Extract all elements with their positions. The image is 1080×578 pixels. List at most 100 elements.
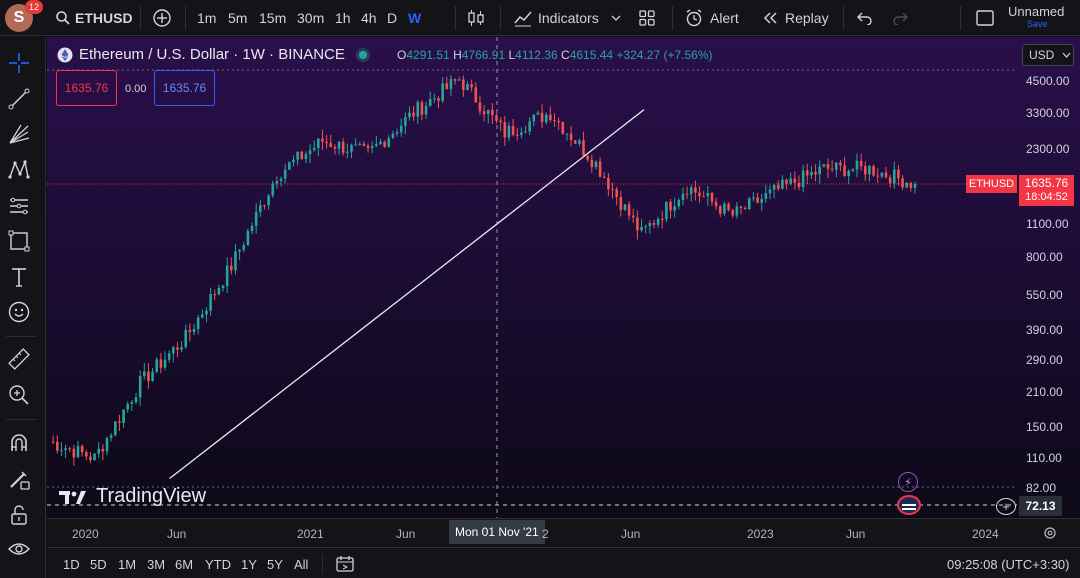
alert-button[interactable]: Alert xyxy=(684,6,739,30)
candle-body xyxy=(495,115,498,121)
candle-body xyxy=(457,79,461,81)
range-3m[interactable]: 3M xyxy=(147,557,166,572)
candle-body xyxy=(391,133,395,139)
settings-gear-icon[interactable] xyxy=(1043,526,1057,540)
crosshair-icon[interactable] xyxy=(7,51,31,75)
lightning-event-icon[interactable]: ⚡ xyxy=(898,472,918,492)
search-icon xyxy=(56,11,70,25)
layout-name[interactable]: Unnamed xyxy=(1008,4,1065,19)
ruler-icon[interactable] xyxy=(7,347,31,371)
range-5y[interactable]: 5Y xyxy=(267,557,283,572)
templates-button[interactable] xyxy=(638,6,656,30)
shape-rectangle-icon[interactable] xyxy=(7,229,31,253)
candle-body xyxy=(337,141,341,149)
interval-30m[interactable]: 30m xyxy=(297,10,325,26)
candle-body xyxy=(892,169,896,184)
range-all[interactable]: All xyxy=(294,557,309,572)
eye-icon[interactable] xyxy=(7,537,31,561)
ethereum-logo-icon xyxy=(57,47,73,62)
range-6m[interactable]: 6M xyxy=(175,557,194,572)
buy-button[interactable]: 1635.76 xyxy=(154,70,215,106)
forecast-icon[interactable] xyxy=(7,194,31,218)
clock-timezone[interactable]: 09:25:08 (UTC+3:30) xyxy=(947,557,1070,572)
drawing-toolbar xyxy=(0,37,46,578)
candle-body xyxy=(752,197,755,199)
add-indicator-button[interactable]: + xyxy=(996,498,1016,515)
candle-body xyxy=(801,170,805,187)
text-icon[interactable] xyxy=(7,265,31,289)
price-tick-label: 550.00 xyxy=(1026,287,1063,302)
candle-body xyxy=(636,217,639,231)
range-1y[interactable]: 1Y xyxy=(241,557,257,572)
candle-body xyxy=(308,150,312,155)
candle-body xyxy=(350,144,353,152)
lock-icon[interactable] xyxy=(7,503,31,527)
candle-body xyxy=(706,192,710,197)
candle-body xyxy=(275,180,279,184)
interval-5m[interactable]: 5m xyxy=(228,10,248,26)
candle-body xyxy=(872,165,875,176)
bottom-toolbar: 1D 5D 1M 3M 6M YTD 1Y 5Y All 09:25:08 (U… xyxy=(47,547,1080,578)
candle-body xyxy=(839,162,842,166)
sell-button[interactable]: 1635.76 xyxy=(56,70,117,106)
compare-button[interactable] xyxy=(152,6,172,30)
candle-body xyxy=(370,146,374,149)
pencil-lock-icon[interactable] xyxy=(7,467,31,491)
range-1d[interactable]: 1D xyxy=(63,557,80,572)
candle-body xyxy=(685,193,689,195)
candle-body xyxy=(909,183,913,188)
candle-body xyxy=(192,329,196,333)
redo-button[interactable] xyxy=(892,6,910,30)
candle-body xyxy=(341,141,345,153)
currency-select[interactable]: USD xyxy=(1022,44,1074,66)
interval-4h[interactable]: 4h xyxy=(361,10,377,26)
candle-body xyxy=(292,159,295,163)
time-label-jun-2023: Jun xyxy=(846,527,866,541)
layout-button[interactable] xyxy=(975,6,995,30)
fib-fan-icon[interactable] xyxy=(7,122,31,146)
candlestick-chart[interactable] xyxy=(47,37,1080,518)
low-label: L xyxy=(508,48,516,62)
interval-15m[interactable]: 15m xyxy=(259,10,287,26)
market-status-icon[interactable] xyxy=(358,50,367,59)
time-axis[interactable]: 2020 Jun 2021 Jun Mon 01 Nov '21 2 Jun 2… xyxy=(47,518,1080,546)
candle-body xyxy=(797,182,801,187)
alert-label: Alert xyxy=(710,10,739,26)
pattern-icon[interactable] xyxy=(7,158,31,182)
trend-line-icon[interactable] xyxy=(7,87,31,111)
candle-body xyxy=(834,162,838,170)
grid-icon xyxy=(639,10,655,26)
last-price-label: 1635.76 18:04:52 xyxy=(1019,175,1074,206)
candle-body xyxy=(72,448,76,458)
zoom-in-icon[interactable] xyxy=(7,383,31,407)
range-1m[interactable]: 1M xyxy=(118,557,137,572)
trend-line-drawing[interactable] xyxy=(169,109,645,480)
symbol-search[interactable]: ETHUSD xyxy=(55,6,133,30)
calendar-goto-icon[interactable] xyxy=(335,555,355,573)
candle-body xyxy=(424,105,428,115)
candle-body xyxy=(180,347,183,350)
candle-body xyxy=(76,445,80,458)
price-tick-label: 150.00 xyxy=(1026,419,1063,434)
candle-body xyxy=(147,371,150,382)
candle-body xyxy=(739,206,743,208)
interval-1h[interactable]: 1h xyxy=(335,10,351,26)
us-flag-event-icon[interactable] xyxy=(897,495,921,515)
interval-w[interactable]: W xyxy=(408,10,422,26)
undo-button[interactable] xyxy=(855,6,873,30)
magnet-icon[interactable] xyxy=(7,431,31,455)
symbol-price-tag: ETHUSD xyxy=(966,175,1017,193)
chart-pane[interactable]: Ethereum / U.S. Dollar · 1W · BINANCE O4… xyxy=(47,37,1080,547)
interval-1m[interactable]: 1m xyxy=(197,10,217,26)
close-label: C xyxy=(561,48,570,62)
symbol-label: ETHUSD xyxy=(75,10,133,26)
interval-d[interactable]: D xyxy=(387,10,398,26)
range-ytd[interactable]: YTD xyxy=(205,557,231,572)
indicators-button[interactable]: Indicators xyxy=(513,6,621,30)
range-5d[interactable]: 5D xyxy=(90,557,107,572)
replay-button[interactable]: Replay xyxy=(762,6,829,30)
chart-type-button[interactable] xyxy=(466,6,486,30)
candle-body xyxy=(395,132,399,134)
emoji-icon[interactable] xyxy=(7,300,31,324)
candle-body xyxy=(283,169,287,179)
